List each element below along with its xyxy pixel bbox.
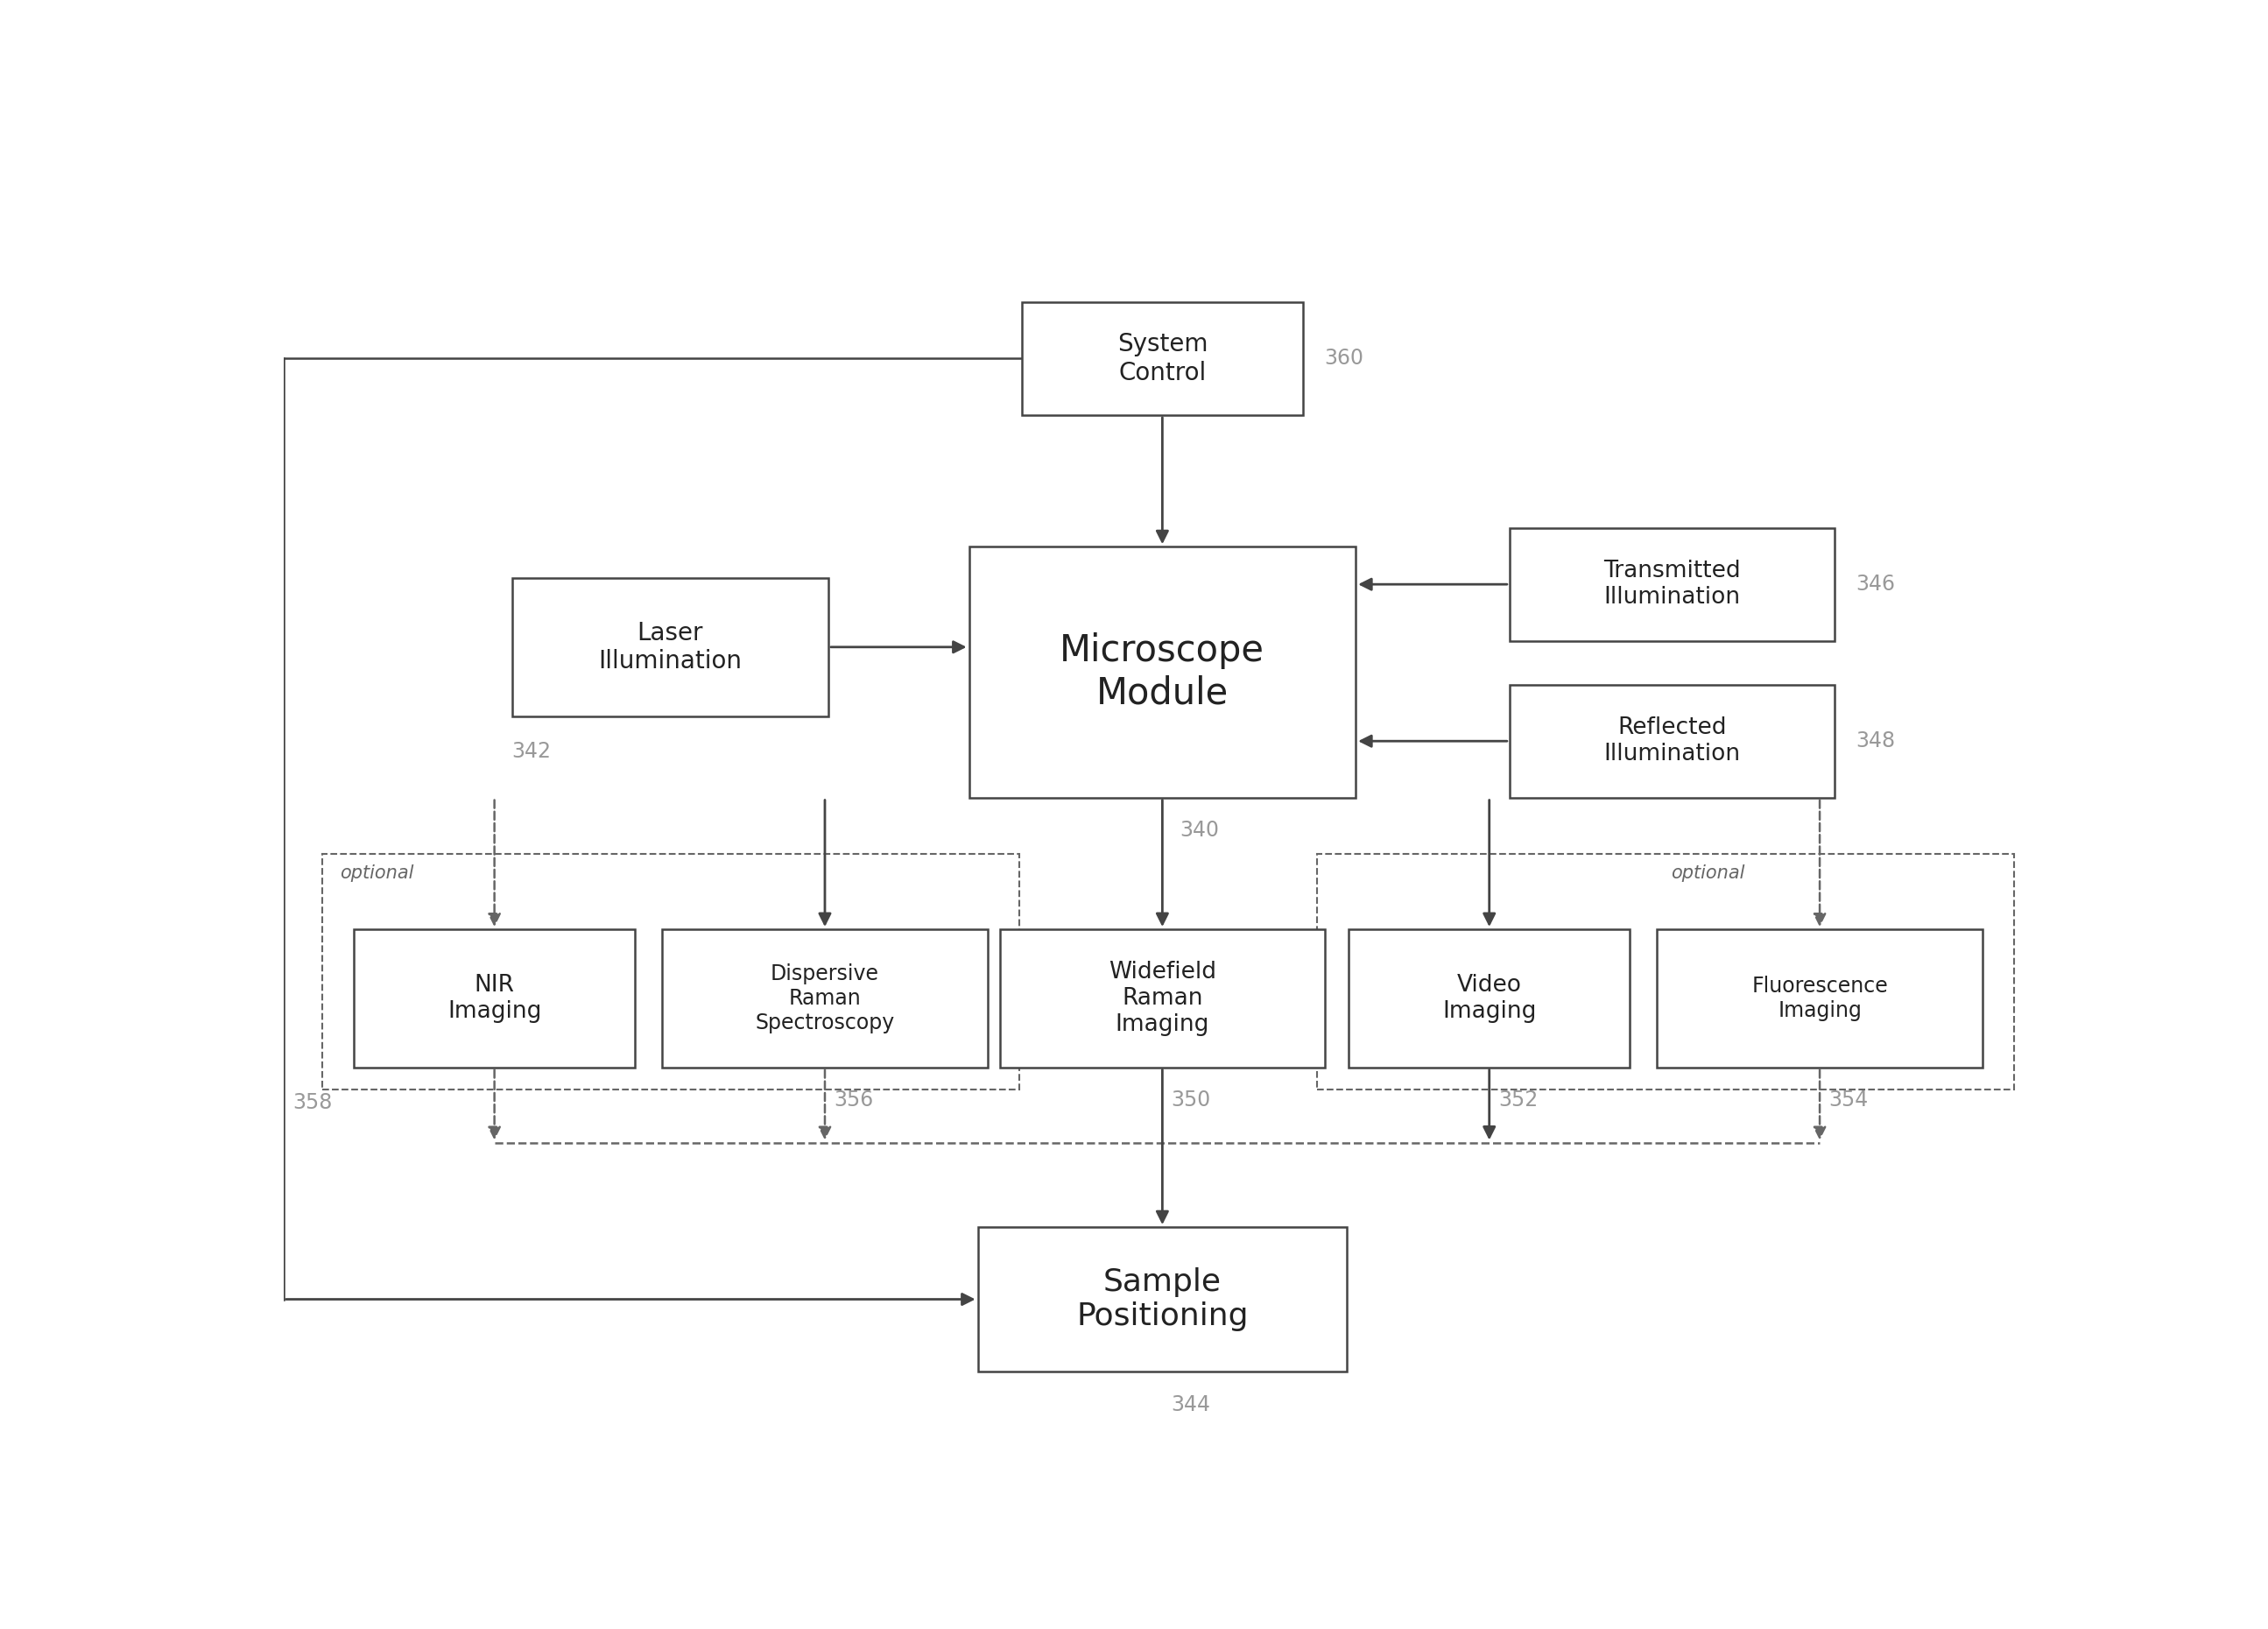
Bar — [978, 1227, 1347, 1372]
Text: Reflected
Illumination: Reflected Illumination — [1603, 717, 1740, 766]
Bar — [968, 547, 1356, 798]
Bar — [354, 929, 635, 1067]
Text: Transmitted
Illumination: Transmitted Illumination — [1603, 560, 1740, 609]
Text: 342: 342 — [513, 741, 551, 762]
Text: 348: 348 — [1855, 730, 1896, 751]
Text: 358: 358 — [293, 1093, 331, 1113]
Text: 354: 354 — [1828, 1090, 1869, 1111]
Bar — [1349, 929, 1631, 1067]
Text: 346: 346 — [1855, 573, 1896, 595]
Text: 350: 350 — [1170, 1090, 1211, 1111]
Bar — [513, 578, 828, 717]
Text: Fluorescence
Imaging: Fluorescence Imaging — [1751, 976, 1887, 1021]
Text: Video
Imaging: Video Imaging — [1442, 974, 1535, 1023]
Bar — [1510, 528, 1835, 640]
Text: Microscope
Module: Microscope Module — [1059, 632, 1266, 712]
Text: System
Control: System Control — [1118, 332, 1207, 384]
Text: Laser
Illumination: Laser Illumination — [599, 621, 742, 673]
Text: 356: 356 — [835, 1090, 873, 1111]
Text: 352: 352 — [1499, 1090, 1538, 1111]
Text: optional: optional — [1672, 863, 1744, 881]
Bar — [1318, 854, 2014, 1090]
Text: NIR
Imaging: NIR Imaging — [447, 974, 542, 1023]
Bar — [322, 854, 1018, 1090]
Text: 344: 344 — [1170, 1394, 1211, 1416]
Text: optional: optional — [340, 863, 413, 881]
Bar — [1021, 301, 1302, 415]
Text: 340: 340 — [1179, 819, 1220, 841]
Text: 360: 360 — [1325, 349, 1363, 370]
Text: Sample
Positioning: Sample Positioning — [1077, 1267, 1247, 1331]
Bar — [1658, 929, 1982, 1067]
Text: Dispersive
Raman
Spectroscopy: Dispersive Raman Spectroscopy — [755, 963, 894, 1033]
Text: Widefield
Raman
Imaging: Widefield Raman Imaging — [1109, 961, 1216, 1036]
Bar — [662, 929, 987, 1067]
Bar — [1000, 929, 1325, 1067]
Bar — [1510, 684, 1835, 798]
